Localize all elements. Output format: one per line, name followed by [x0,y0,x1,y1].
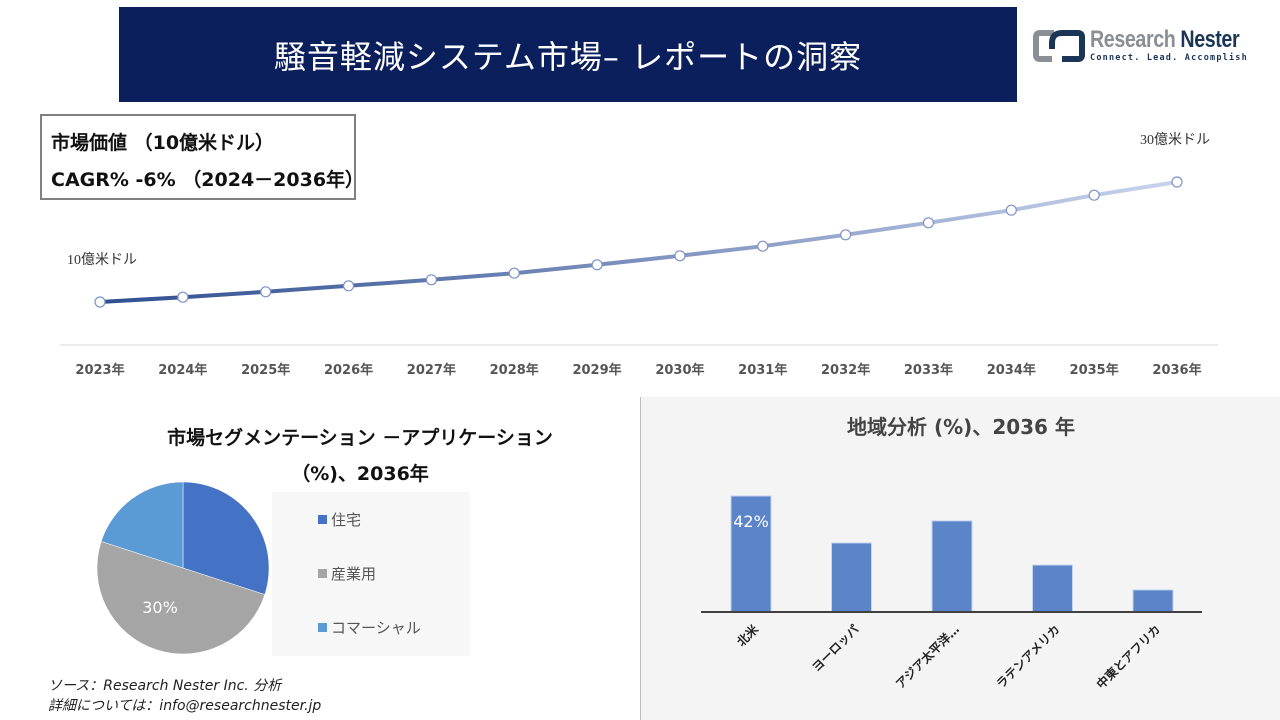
pie-slice [182,481,270,595]
pie-chart-title: 市場セグメンテーション －アプリケーション （%)、2036年 [110,420,610,492]
line-point [177,291,189,303]
x-tick-label: アジア太平洋… [892,622,962,692]
source-text: ソース：Research Nester Inc. 分析 [48,678,282,694]
region-bar [1032,564,1073,613]
x-tick-label: 2026年 [324,362,373,378]
legend-label: 住宅 [331,511,362,529]
x-tick-label: 2036年 [1152,362,1201,378]
legend-swatch [318,623,327,632]
line-point [1171,176,1183,188]
legend-item: 産業用 [318,563,376,584]
line-point [508,267,520,279]
page-title: 騒音軽減システム市場– レポートの洞察 [273,37,863,76]
x-tick-label: 2028年 [490,362,539,378]
logo-mark-icon [1033,30,1085,62]
market-value-line-chart: 10億米ドル 30億米ドル 2023年 2024年 2025年 2026年 2027年 2… [60,132,1218,378]
market-value-label: 市場価値 （10億米ドル） [51,132,275,154]
x-tick-label: 2035年 [1070,362,1119,378]
x-tick-label: 2024年 [158,362,207,378]
pie-title-line1: 市場セグメンテーション －アプリケーション [167,427,553,449]
region-bar [931,520,973,613]
line-point [342,280,355,292]
x-tick-label: 2034年 [987,362,1036,378]
x-tick-label: ラテンアメリカ [994,622,1063,691]
footer-source: ソース：Research Nester Inc. 分析 詳細については：info… [48,676,321,716]
end-value-annotation: 30億米ドル [1140,132,1210,148]
market-value-line [99,180,1178,304]
x-tick-label: 2025年 [241,362,290,378]
legend-label: コマーシャル [331,619,421,637]
x-tick-label: ヨーロッパ [809,622,861,674]
logo-name: Research Nester [1090,26,1240,53]
pie-data-label: 30% [142,598,178,617]
regional-analysis-panel: 地域分析 (%)、2036 年 42% 北米 ヨーロッパ アジア太平洋… ラテンアメリカ… [640,397,1280,720]
region-bar [1132,589,1174,613]
line-point [757,240,769,252]
logo-tagline: Connect. Lead. Accomplish [1090,53,1248,63]
cagr-label: CAGR% -6% （2024－2036年） [51,169,365,191]
line-point [591,259,603,271]
region-bar [831,542,872,613]
x-tick-label: 北米 [734,621,762,649]
legend-item: コマーシャル [318,617,421,638]
pie-slice [96,541,266,655]
market-info-box: 市場価値 （10億米ドル） CAGR% -6% （2024－2036年） [40,114,364,200]
legend-swatch [318,515,327,524]
x-tick-label: 2027年 [407,362,456,378]
legend-item: 住宅 [318,509,361,530]
line-point [1005,204,1017,216]
x-tick-label: 2033年 [904,362,953,378]
pie-title-line2: （%)、2036年 [291,463,429,485]
x-tick-label: 中東とアフリカ [1093,622,1163,692]
page-title-banner: 騒音軽減システム市場– レポートの洞察 [119,7,1017,102]
pie-legend: 住宅産業用コマーシャル [272,492,470,656]
line-point [1088,189,1100,201]
legend-label: 産業用 [331,565,377,583]
line-point [260,286,272,298]
start-value-annotation: 10億米ドル [67,252,137,268]
pie-slice [100,481,184,569]
x-tick-label: 2031年 [738,362,787,378]
application-pie-chart: 30% [96,481,270,655]
x-tick-label: 2023年 [75,362,124,378]
line-point [425,274,437,286]
contact-text: 詳細については：info@researchnester.jp [48,698,322,714]
research-nester-logo: Research Nester Connect. Lead. Accomplis… [1032,26,1252,66]
bar-data-label: 42% [733,512,769,531]
line-point [840,229,852,241]
line-point [922,217,935,229]
x-tick-label: 2029年 [572,362,621,378]
regional-bar-chart: 42% 北米 ヨーロッパ アジア太平洋… ラテンアメリカ 中東とアフリカ [701,495,1202,692]
line-point [674,250,686,262]
legend-swatch [318,569,327,578]
bar-chart-title: 地域分析 (%)、2036 年 [847,415,1075,439]
line-point [94,296,106,308]
x-tick-label: 2032年 [821,362,870,378]
x-tick-label: 2030年 [655,362,704,378]
